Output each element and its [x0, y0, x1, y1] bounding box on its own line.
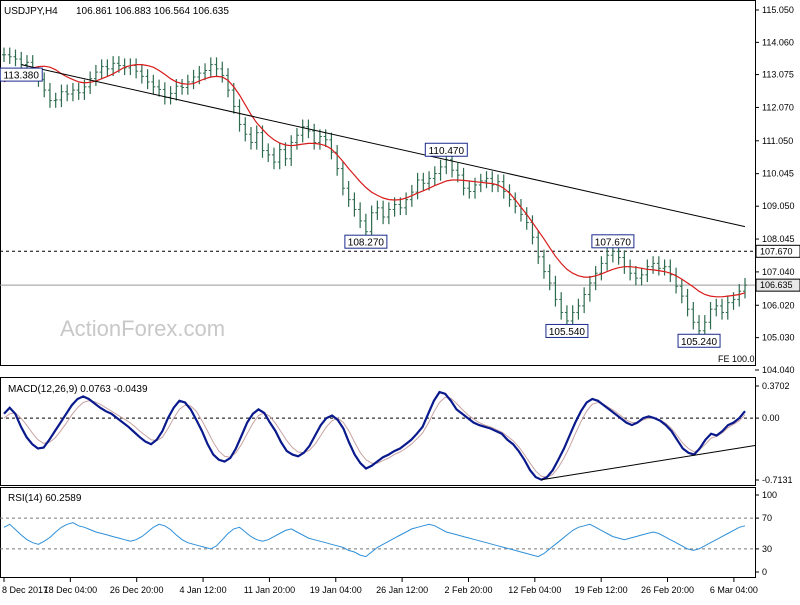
rsi-axis-label: 70	[762, 513, 772, 523]
price-axis-label: 113.075	[762, 70, 794, 80]
price-axis-label: 104.040	[762, 365, 795, 375]
price-annotation-box	[424, 142, 468, 157]
price-axis-label: 110.045	[762, 169, 794, 179]
x-axis-label: 8 Dec 2017	[2, 585, 48, 595]
price-chart: 115.050 114.060 113.075 112.070 111.050 110.0…	[0, 5, 800, 375]
macd-trend-line	[541, 445, 756, 481]
rsi-chart: 100 70 30 0	[0, 490, 777, 577]
price-axis-label: 108.045	[762, 234, 795, 244]
price-axis-label: 106.020	[762, 300, 795, 310]
price-annotation-box	[545, 323, 589, 338]
price-annotation-label: 108.270	[348, 238, 385, 249]
price-annotation-label: 110.470	[429, 146, 465, 157]
price-annotation-box	[591, 234, 635, 249]
x-axis-label: 18 Dec 04:00	[44, 585, 98, 595]
symbol-label: USDJPY,H4	[4, 6, 58, 17]
price-tag-label: 106.635	[760, 280, 793, 290]
price-tag-box	[755, 244, 800, 258]
x-axis-label: 12 Feb 04:00	[508, 585, 561, 595]
macd-title: MACD(12,26,9) 0.0763 -0.0439	[8, 384, 148, 395]
x-axis-label: 19 Jan 04:00	[310, 585, 362, 595]
price-tag-box	[755, 278, 800, 292]
macd-axis-label: -0.7131	[762, 475, 793, 485]
rsi-axis-label: 100	[762, 490, 777, 500]
price-annotation-box	[677, 333, 721, 348]
price-annotation-box	[0, 67, 43, 82]
macd-axis-label: 0.00	[762, 413, 780, 423]
macd-panel-frame	[0, 377, 756, 486]
macd-axis-label: 0.3702	[762, 381, 790, 391]
x-axis-label: 4 Jan 12:00	[180, 585, 227, 595]
x-axis-label: 26 Jan 12:00	[376, 585, 428, 595]
rsi-axis-label: 0	[762, 567, 767, 577]
price-panel-frame	[0, 0, 756, 366]
ohlc-values: 106.861 106.883 106.564 106.635	[76, 6, 229, 17]
price-axis-label: 115.050	[762, 5, 794, 15]
price-axis-label: 109.050	[762, 201, 795, 211]
price-annotation-label: 113.380	[4, 71, 40, 82]
fe-label: FE 100.0	[718, 354, 755, 364]
x-axis-label: 26 Feb 20:00	[641, 585, 694, 595]
price-axis-label: 105.030	[762, 333, 795, 343]
macd-chart: 0.3702 0.00 -0.7131	[0, 381, 793, 485]
price-annotation-label: 105.540	[549, 327, 586, 338]
x-axis-label: 26 Dec 20:00	[110, 585, 164, 595]
x-axis-label: 2 Feb 20:00	[444, 585, 492, 595]
rsi-line	[3, 522, 746, 558]
price-axis-label: 111.050	[762, 136, 793, 146]
price-annotation-label: 107.670	[595, 237, 632, 248]
rsi-title: RSI(14) 60.2589	[8, 493, 82, 504]
price-axis-label: 107.040	[762, 267, 795, 277]
price-axis-label: 114.060	[762, 37, 794, 47]
price-axis-label: 112.070	[762, 102, 794, 112]
watermark: ActionForex.com	[60, 316, 225, 341]
price-annotation-box	[344, 234, 388, 249]
price-annotation-label: 105.240	[681, 337, 718, 348]
x-axis-label: 11 Jan 20:00	[244, 585, 295, 595]
moving-average-line	[3, 63, 746, 298]
x-axis-label: 6 Mar 04:00	[710, 585, 758, 595]
rsi-panel-frame	[0, 487, 756, 578]
macd-line	[3, 390, 746, 481]
resistance-trend-line	[21, 64, 746, 228]
rsi-axis-label: 30	[762, 544, 772, 554]
price-tag-label: 107.670	[760, 246, 793, 256]
x-axis-label: 19 Feb 12:00	[575, 585, 628, 595]
